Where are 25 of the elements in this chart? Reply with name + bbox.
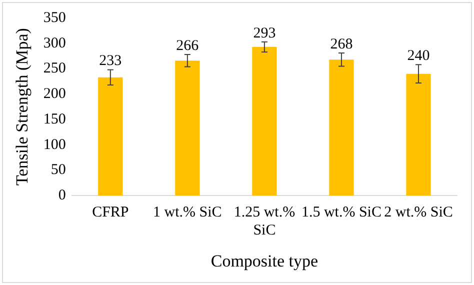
x-tick-label: CFRP [92,204,129,221]
x-tick-label: 1.5 wt.% SiC [301,204,382,221]
x-axis-title: Composite type [210,251,318,270]
y-tick-label: 300 [43,35,66,52]
y-tick-label: 350 [43,10,66,26]
y-tick-label: 0 [58,188,66,204]
bar [175,60,200,196]
bar [252,46,277,196]
x-tick-label: 1 wt.% SiC [153,204,222,221]
y-tick-label: 250 [43,60,66,77]
y-tick-label: 200 [43,86,66,102]
x-tick-label: 2 wt.% SiC [384,204,453,221]
data-label: 293 [253,25,276,42]
data-label: 268 [330,36,353,52]
bar [98,77,123,196]
y-axis-title: Tensile Strength (Mpa) [12,28,32,186]
y-tick-label: 50 [50,162,66,178]
data-label: 240 [407,48,430,64]
data-label: 266 [176,38,200,54]
data-label: 233 [99,53,122,70]
bar [406,74,431,196]
y-tick-label: 100 [43,136,66,153]
x-tick-label: 1.25 wt.% SiC [234,204,296,239]
bar [329,60,354,196]
y-tick-label: 150 [43,111,66,128]
